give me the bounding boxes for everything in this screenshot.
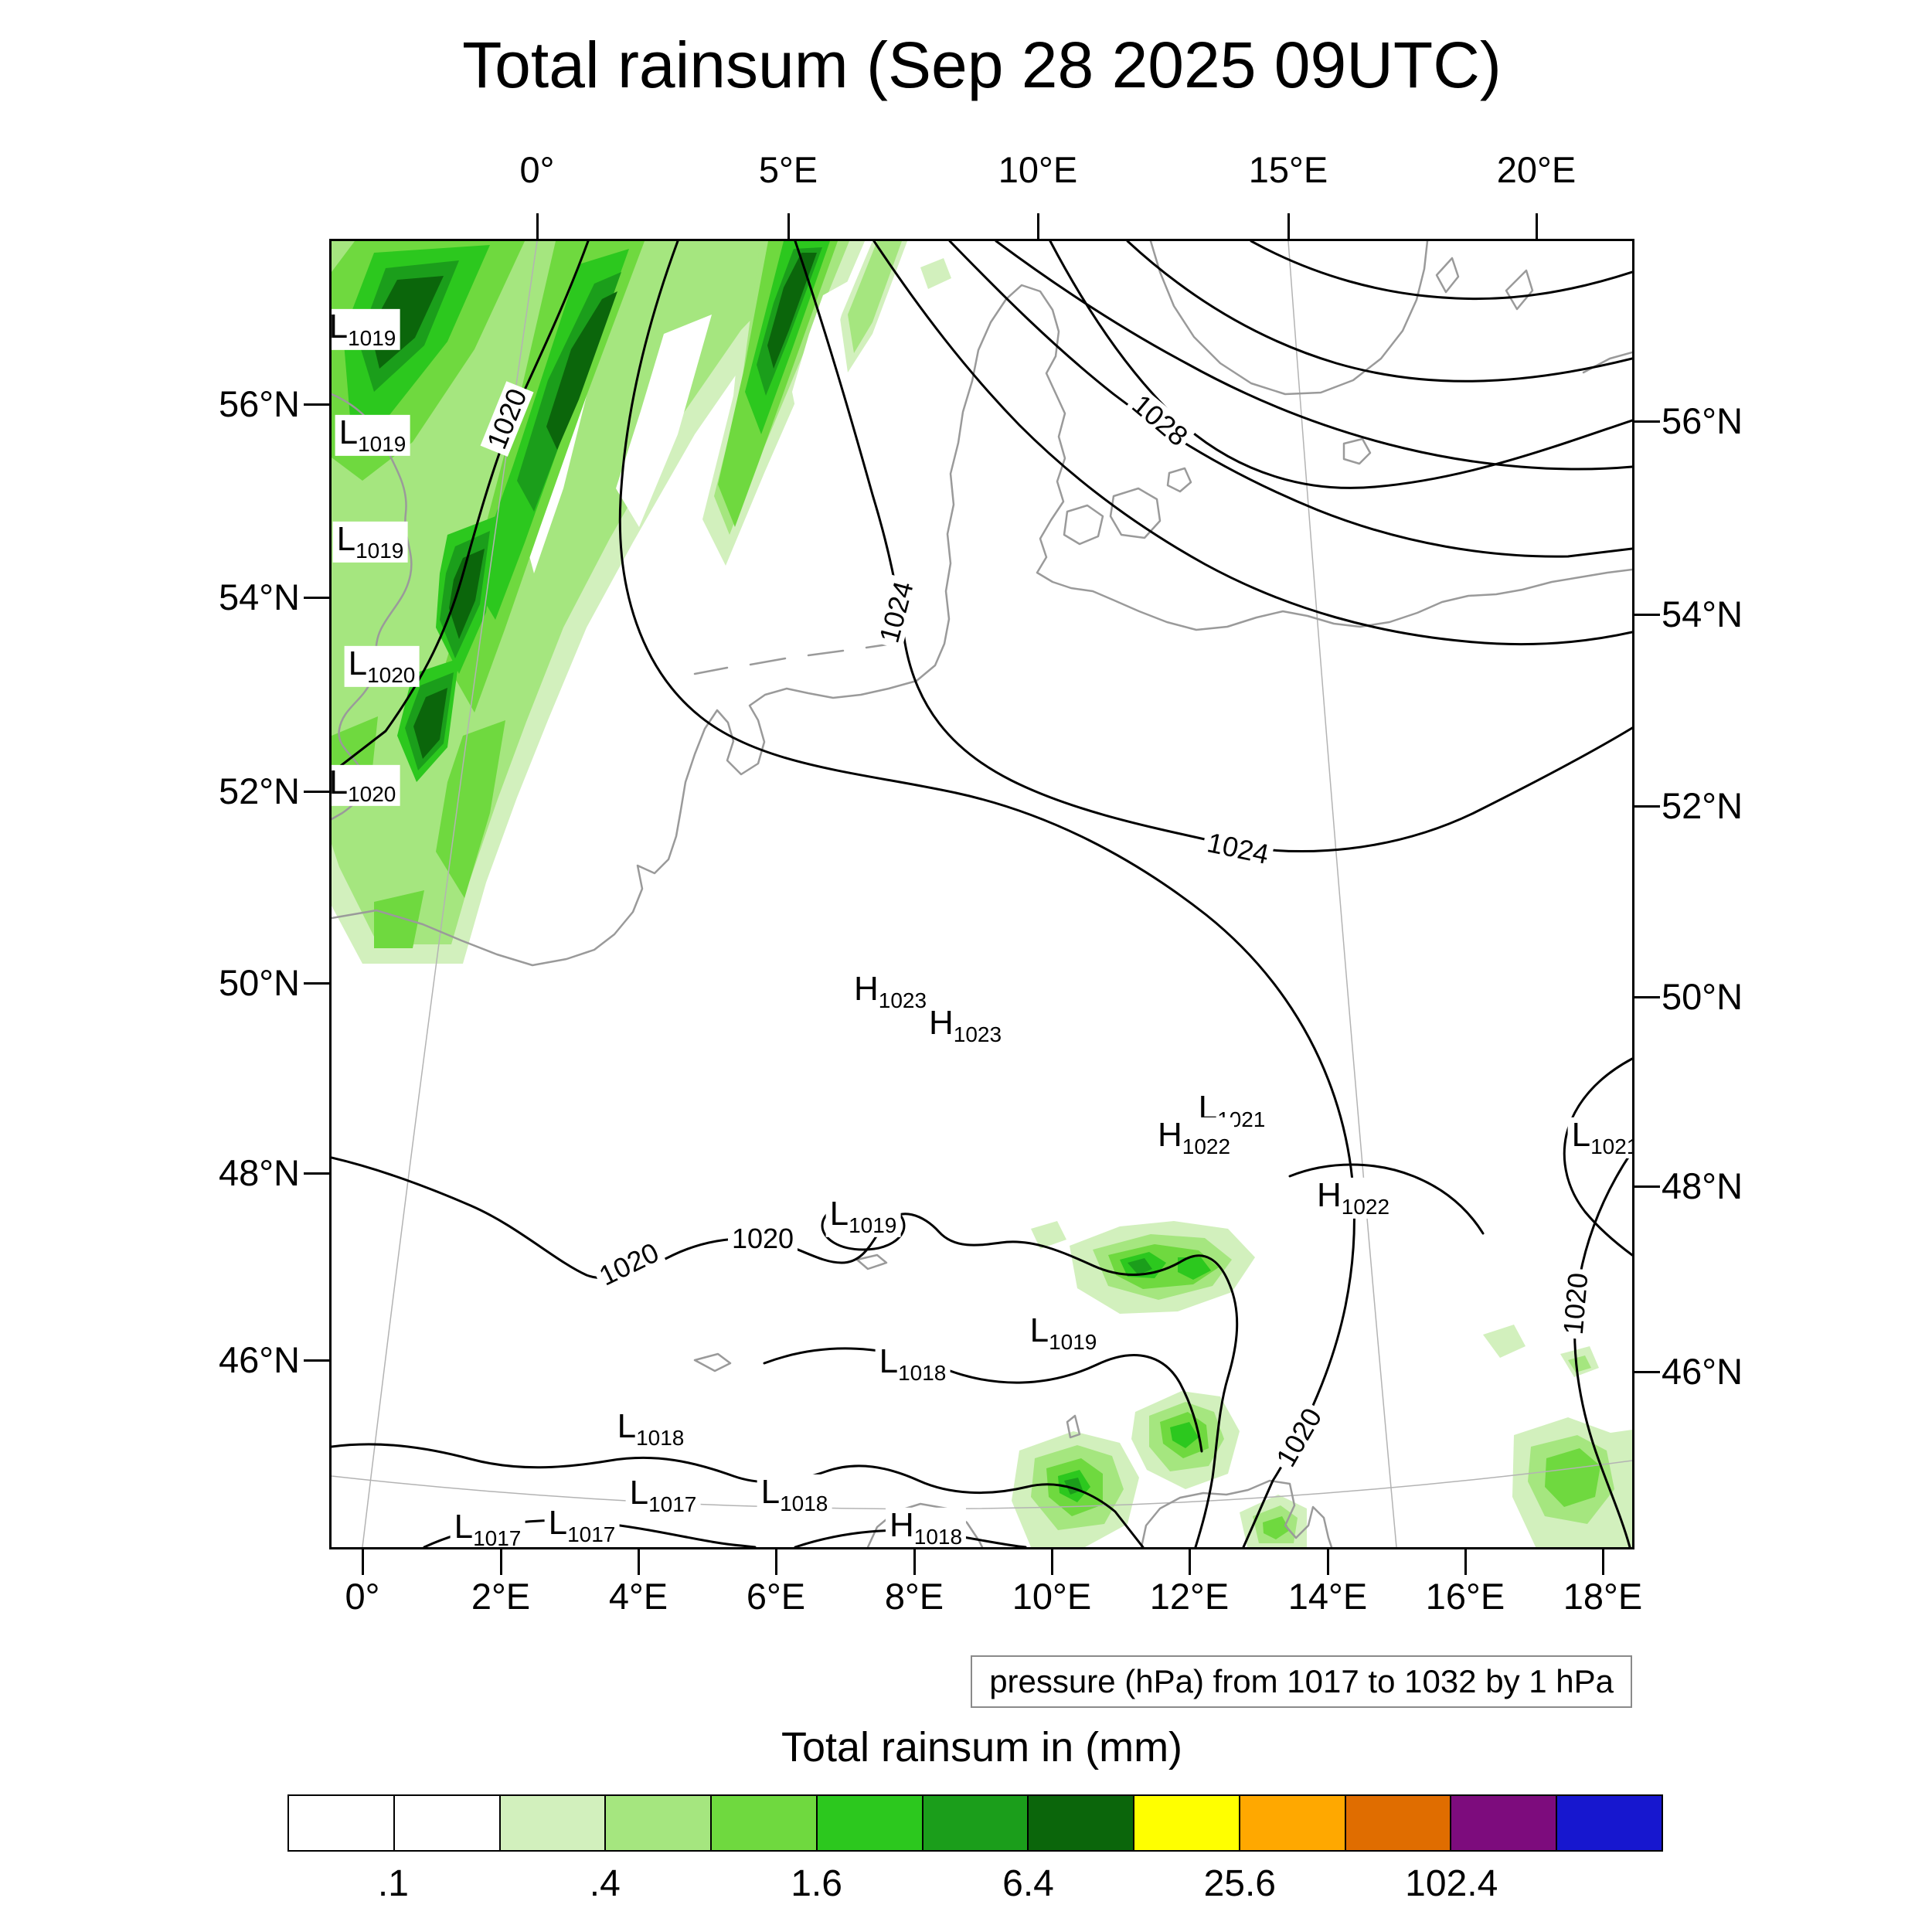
lon-axis-label-bottom: 4°E (608, 1576, 668, 1617)
axis-tick-right (1632, 1185, 1660, 1188)
lon-axis-label-bottom: 6°E (746, 1576, 806, 1617)
axis-tick-bottom (637, 1547, 640, 1575)
lon-axis-label-bottom: 14°E (1287, 1576, 1368, 1617)
colorbar-segment (815, 1796, 922, 1850)
colorbar-segment (498, 1796, 605, 1850)
lat-axis-label-right: 48°N (1662, 1165, 1743, 1206)
axis-tick-left (304, 1172, 332, 1175)
rain-shading-layer (332, 241, 1632, 1547)
axis-tick-bottom (774, 1547, 777, 1575)
axis-tick-bottom (1050, 1547, 1053, 1575)
axis-tick-right (1632, 804, 1660, 808)
axis-tick-top (536, 213, 539, 241)
lat-axis-label-right: 54°N (1662, 594, 1743, 634)
axis-tick-right (1632, 613, 1660, 616)
colorbar-tick-label: 1.6 (791, 1863, 842, 1904)
axis-tick-bottom (1326, 1547, 1329, 1575)
colorbar-tick-label: 25.6 (1203, 1863, 1276, 1904)
lon-axis-label-bottom: 10°E (1012, 1576, 1092, 1617)
lat-axis-label-right: 46°N (1662, 1351, 1743, 1392)
axis-tick-left (304, 403, 332, 406)
lat-axis-label-left: 46°N (218, 1339, 300, 1380)
lon-axis-label-top: 0° (519, 149, 555, 190)
colorbar (287, 1794, 1663, 1852)
lon-axis-label-bottom: 0° (345, 1576, 380, 1617)
lat-axis-label-left: 50°N (218, 962, 300, 1003)
colorbar-tick-label: .4 (589, 1863, 621, 1904)
lat-axis-label-right: 52°N (1662, 785, 1743, 826)
axis-tick-top (1036, 213, 1039, 241)
lon-axis-label-bottom: 12°E (1149, 1576, 1230, 1617)
weather-map-plot (332, 241, 1632, 1547)
coastlines (332, 241, 1632, 1547)
lat-axis-label-right: 50°N (1662, 976, 1743, 1017)
lat-axis-label-left: 48°N (218, 1152, 300, 1193)
colorbar-title: Total rainsum in (mm) (781, 1724, 1183, 1770)
lat-axis-label-left: 52°N (218, 770, 300, 811)
axis-tick-top (787, 213, 790, 241)
lon-axis-label-bottom: 2°E (471, 1576, 531, 1617)
colorbar-segment (393, 1796, 499, 1850)
lon-axis-label-top: 20°E (1496, 149, 1577, 190)
colorbar-segment (1238, 1796, 1345, 1850)
axis-tick-right (1632, 420, 1660, 423)
axis-tick-right (1632, 995, 1660, 998)
axis-tick-bottom (499, 1547, 502, 1575)
colorbar-segment (604, 1796, 711, 1850)
lat-axis-label-left: 54°N (218, 577, 300, 617)
axis-tick-bottom (1464, 1547, 1467, 1575)
colorbar-tick-label: .1 (377, 1863, 409, 1904)
lon-axis-label-bottom: 8°E (884, 1576, 944, 1617)
axis-tick-left (304, 790, 332, 793)
axis-tick-bottom (1188, 1547, 1191, 1575)
colorbar-segment (1133, 1796, 1239, 1850)
axis-tick-left (304, 981, 332, 985)
colorbar-tick-label: 6.4 (1002, 1863, 1054, 1904)
colorbar-segment (289, 1796, 393, 1850)
axis-tick-bottom (361, 1547, 364, 1575)
lon-axis-label-top: 15°E (1248, 149, 1328, 190)
colorbar-segment (921, 1796, 1028, 1850)
isobar-contours (332, 241, 1632, 1547)
lat-axis-label-left: 56°N (218, 383, 300, 424)
axis-tick-left (304, 596, 332, 599)
axis-tick-top (1535, 213, 1538, 241)
colorbar-tick-labels: .1 .4 1.6 6.4 25.6 102.4 (287, 1862, 1663, 1909)
colorbar-segment (1556, 1796, 1662, 1850)
colorbar-segment (1450, 1796, 1556, 1850)
axis-tick-right (1632, 1370, 1660, 1373)
lon-axis-label-top: 5°E (758, 149, 818, 190)
axis-tick-bottom (1601, 1547, 1604, 1575)
colorbar-segment (1344, 1796, 1451, 1850)
lat-axis-label-right: 56°N (1662, 400, 1743, 441)
lon-axis-label-top: 10°E (998, 149, 1078, 190)
axis-tick-top (1287, 213, 1290, 241)
colorbar-segment (710, 1796, 816, 1850)
pressure-caption: pressure (hPa) from 1017 to 1032 by 1 hP… (971, 1655, 1632, 1708)
colorbar-tick-label: 102.4 (1405, 1863, 1498, 1904)
lon-axis-label-bottom: 18°E (1563, 1576, 1643, 1617)
lon-axis-label-bottom: 16°E (1425, 1576, 1505, 1617)
axis-tick-bottom (913, 1547, 916, 1575)
chart-title: Total rainsum (Sep 28 2025 09UTC) (462, 29, 1502, 101)
axis-tick-left (304, 1359, 332, 1362)
colorbar-segment (1027, 1796, 1134, 1850)
